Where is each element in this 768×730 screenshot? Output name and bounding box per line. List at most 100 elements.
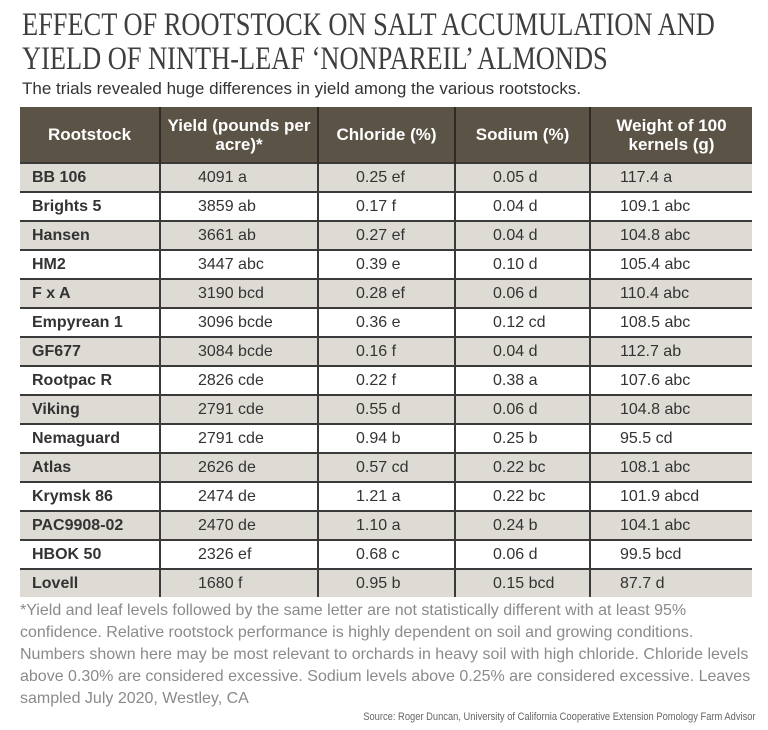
cell-rootstock: Krymsk 86 <box>20 481 160 511</box>
cell-chloride: 0.95 b <box>317 568 455 597</box>
cell-rootstock: PAC9908-02 <box>20 510 160 540</box>
table-row: HM2 3447 abc 0.39 e 0.10 d 105.4 abc <box>20 249 752 279</box>
header-rootstock: Rootstock <box>20 107 160 163</box>
cell-yield: 2470 de <box>159 510 318 540</box>
cell-kernel-weight: 112.7 ab <box>589 336 752 366</box>
cell-rootstock: F x A <box>20 278 160 308</box>
cell-kernel-weight: 99.5 bcd <box>589 539 752 569</box>
header-kernel-weight: Weight of 100 kernels (g) <box>589 107 752 163</box>
cell-chloride: 0.22 f <box>317 365 455 395</box>
table-row: Krymsk 86 2474 de 1.21 a 0.22 bc 101.9 abcd <box>20 481 752 511</box>
cell-chloride: 0.36 e <box>317 307 455 337</box>
footnote: *Yield and leaf levels followed by the s… <box>20 602 751 707</box>
cell-rootstock: BB 106 <box>20 162 160 192</box>
cell-sodium: 0.06 d <box>454 539 590 569</box>
cell-sodium: 0.38 a <box>454 365 590 395</box>
table-header-row: Rootstock Yield (pounds per acre)* Chlorid… <box>20 107 752 163</box>
cell-chloride: 0.57 cd <box>317 452 455 482</box>
cell-rootstock: Hansen <box>20 220 160 250</box>
cell-chloride: 0.16 f <box>317 336 455 366</box>
cell-chloride: 1.10 a <box>317 510 455 540</box>
table-row: HBOK 50 2326 ef 0.68 c 0.06 d 99.5 bcd <box>20 539 752 569</box>
cell-rootstock: Brights 5 <box>20 191 160 221</box>
cell-yield: 2626 de <box>159 452 318 482</box>
cell-chloride: 0.28 ef <box>317 278 455 308</box>
cell-kernel-weight: 101.9 abcd <box>589 481 752 511</box>
cell-rootstock: Lovell <box>20 568 160 597</box>
table-row: Atlas 2626 de 0.57 cd 0.22 bc 108.1 abc <box>20 452 752 482</box>
table-row: Lovell 1680 f 0.95 b 0.15 bcd 87.7 d <box>20 568 752 597</box>
cell-sodium: 0.04 d <box>454 191 590 221</box>
cell-chloride: 0.27 ef <box>317 220 455 250</box>
cell-yield: 2791 cde <box>159 394 318 424</box>
cell-chloride: 0.17 f <box>317 191 455 221</box>
cell-sodium: 0.12 cd <box>454 307 590 337</box>
cell-sodium: 0.05 d <box>454 162 590 192</box>
cell-yield: 3190 bcd <box>159 278 318 308</box>
table-row: BB 106 4091 a 0.25 ef 0.05 d 117.4 a <box>20 162 752 192</box>
table-row: Nemaguard 2791 cde 0.94 b 0.25 b 95.5 cd <box>20 423 752 453</box>
cell-kernel-weight: 104.8 abc <box>589 394 752 424</box>
cell-rootstock: Atlas <box>20 452 160 482</box>
cell-kernel-weight: 110.4 abc <box>589 278 752 308</box>
cell-rootstock: Viking <box>20 394 160 424</box>
cell-kernel-weight: 105.4 abc <box>589 249 752 279</box>
table-row: PAC9908-02 2470 de 1.10 a 0.24 b 104.1 abc <box>20 510 752 540</box>
cell-yield: 1680 f <box>159 568 318 597</box>
table-row: Hansen 3661 ab 0.27 ef 0.04 d 104.8 abc <box>20 220 752 250</box>
cell-yield: 3447 abc <box>159 249 318 279</box>
cell-kernel-weight: 107.6 abc <box>589 365 752 395</box>
cell-rootstock: GF677 <box>20 336 160 366</box>
header-sodium: Sodium (%) <box>454 107 590 163</box>
cell-rootstock: Nemaguard <box>20 423 160 453</box>
cell-yield: 2474 de <box>159 481 318 511</box>
rootstock-table: Rootstock Yield (pounds per acre)* Chlorid… <box>20 107 752 597</box>
cell-sodium: 0.25 b <box>454 423 590 453</box>
cell-kernel-weight: 117.4 a <box>589 162 752 192</box>
cell-sodium: 0.06 d <box>454 394 590 424</box>
cell-chloride: 0.68 c <box>317 539 455 569</box>
table-row: Empyrean 1 3096 bcde 0.36 e 0.12 cd 108.5 ab… <box>20 307 752 337</box>
cell-kernel-weight: 87.7 d <box>589 568 752 597</box>
cell-chloride: 1.21 a <box>317 481 455 511</box>
cell-chloride: 0.55 d <box>317 394 455 424</box>
cell-kernel-weight: 108.5 abc <box>589 307 752 337</box>
cell-rootstock: HM2 <box>20 249 160 279</box>
cell-sodium: 0.24 b <box>454 510 590 540</box>
cell-yield: 3661 ab <box>159 220 318 250</box>
header-yield: Yield (pounds per acre)* <box>159 107 318 163</box>
cell-sodium: 0.22 bc <box>454 452 590 482</box>
cell-sodium: 0.10 d <box>454 249 590 279</box>
cell-chloride: 0.25 ef <box>317 162 455 192</box>
cell-kernel-weight: 109.1 abc <box>589 191 752 221</box>
table-row: GF677 3084 bcde 0.16 f 0.04 d 112.7 ab <box>20 336 752 366</box>
cell-yield: 2791 cde <box>159 423 318 453</box>
cell-chloride: 0.39 e <box>317 249 455 279</box>
cell-kernel-weight: 104.8 abc <box>589 220 752 250</box>
table-row: Rootpac R 2826 cde 0.22 f 0.38 a 107.6 abc <box>20 365 752 395</box>
cell-yield: 3859 ab <box>159 191 318 221</box>
cell-kernel-weight: 104.1 abc <box>589 510 752 540</box>
title-line-1: EFFECT OF ROOTSTOCK ON SALT ACCUMULATION… <box>22 7 715 43</box>
cell-kernel-weight: 108.1 abc <box>589 452 752 482</box>
title-line-2: YIELD OF NINTH-LEAF ‘NONPAREIL’ ALMONDS <box>22 41 608 77</box>
cell-sodium: 0.04 d <box>454 336 590 366</box>
cell-kernel-weight: 95.5 cd <box>589 423 752 453</box>
cell-chloride: 0.94 b <box>317 423 455 453</box>
cell-sodium: 0.15 bcd <box>454 568 590 597</box>
cell-yield: 2326 ef <box>159 539 318 569</box>
cell-rootstock: HBOK 50 <box>20 539 160 569</box>
header-chloride: Chloride (%) <box>317 107 455 163</box>
cell-rootstock: Empyrean 1 <box>20 307 160 337</box>
page-title: EFFECT OF ROOTSTOCK ON SALT ACCUMULATION… <box>22 8 715 76</box>
cell-sodium: 0.06 d <box>454 278 590 308</box>
cell-yield: 4091 a <box>159 162 318 192</box>
cell-yield: 2826 cde <box>159 365 318 395</box>
subtitle: The trials revealed huge differences in … <box>22 79 582 98</box>
table-row: F x A 3190 bcd 0.28 ef 0.06 d 110.4 abc <box>20 278 752 308</box>
cell-yield: 3096 bcde <box>159 307 318 337</box>
table-row: Viking 2791 cde 0.55 d 0.06 d 104.8 abc <box>20 394 752 424</box>
table-row: Brights 5 3859 ab 0.17 f 0.04 d 109.1 abc <box>20 191 752 221</box>
cell-sodium: 0.22 bc <box>454 481 590 511</box>
cell-rootstock: Rootpac R <box>20 365 160 395</box>
